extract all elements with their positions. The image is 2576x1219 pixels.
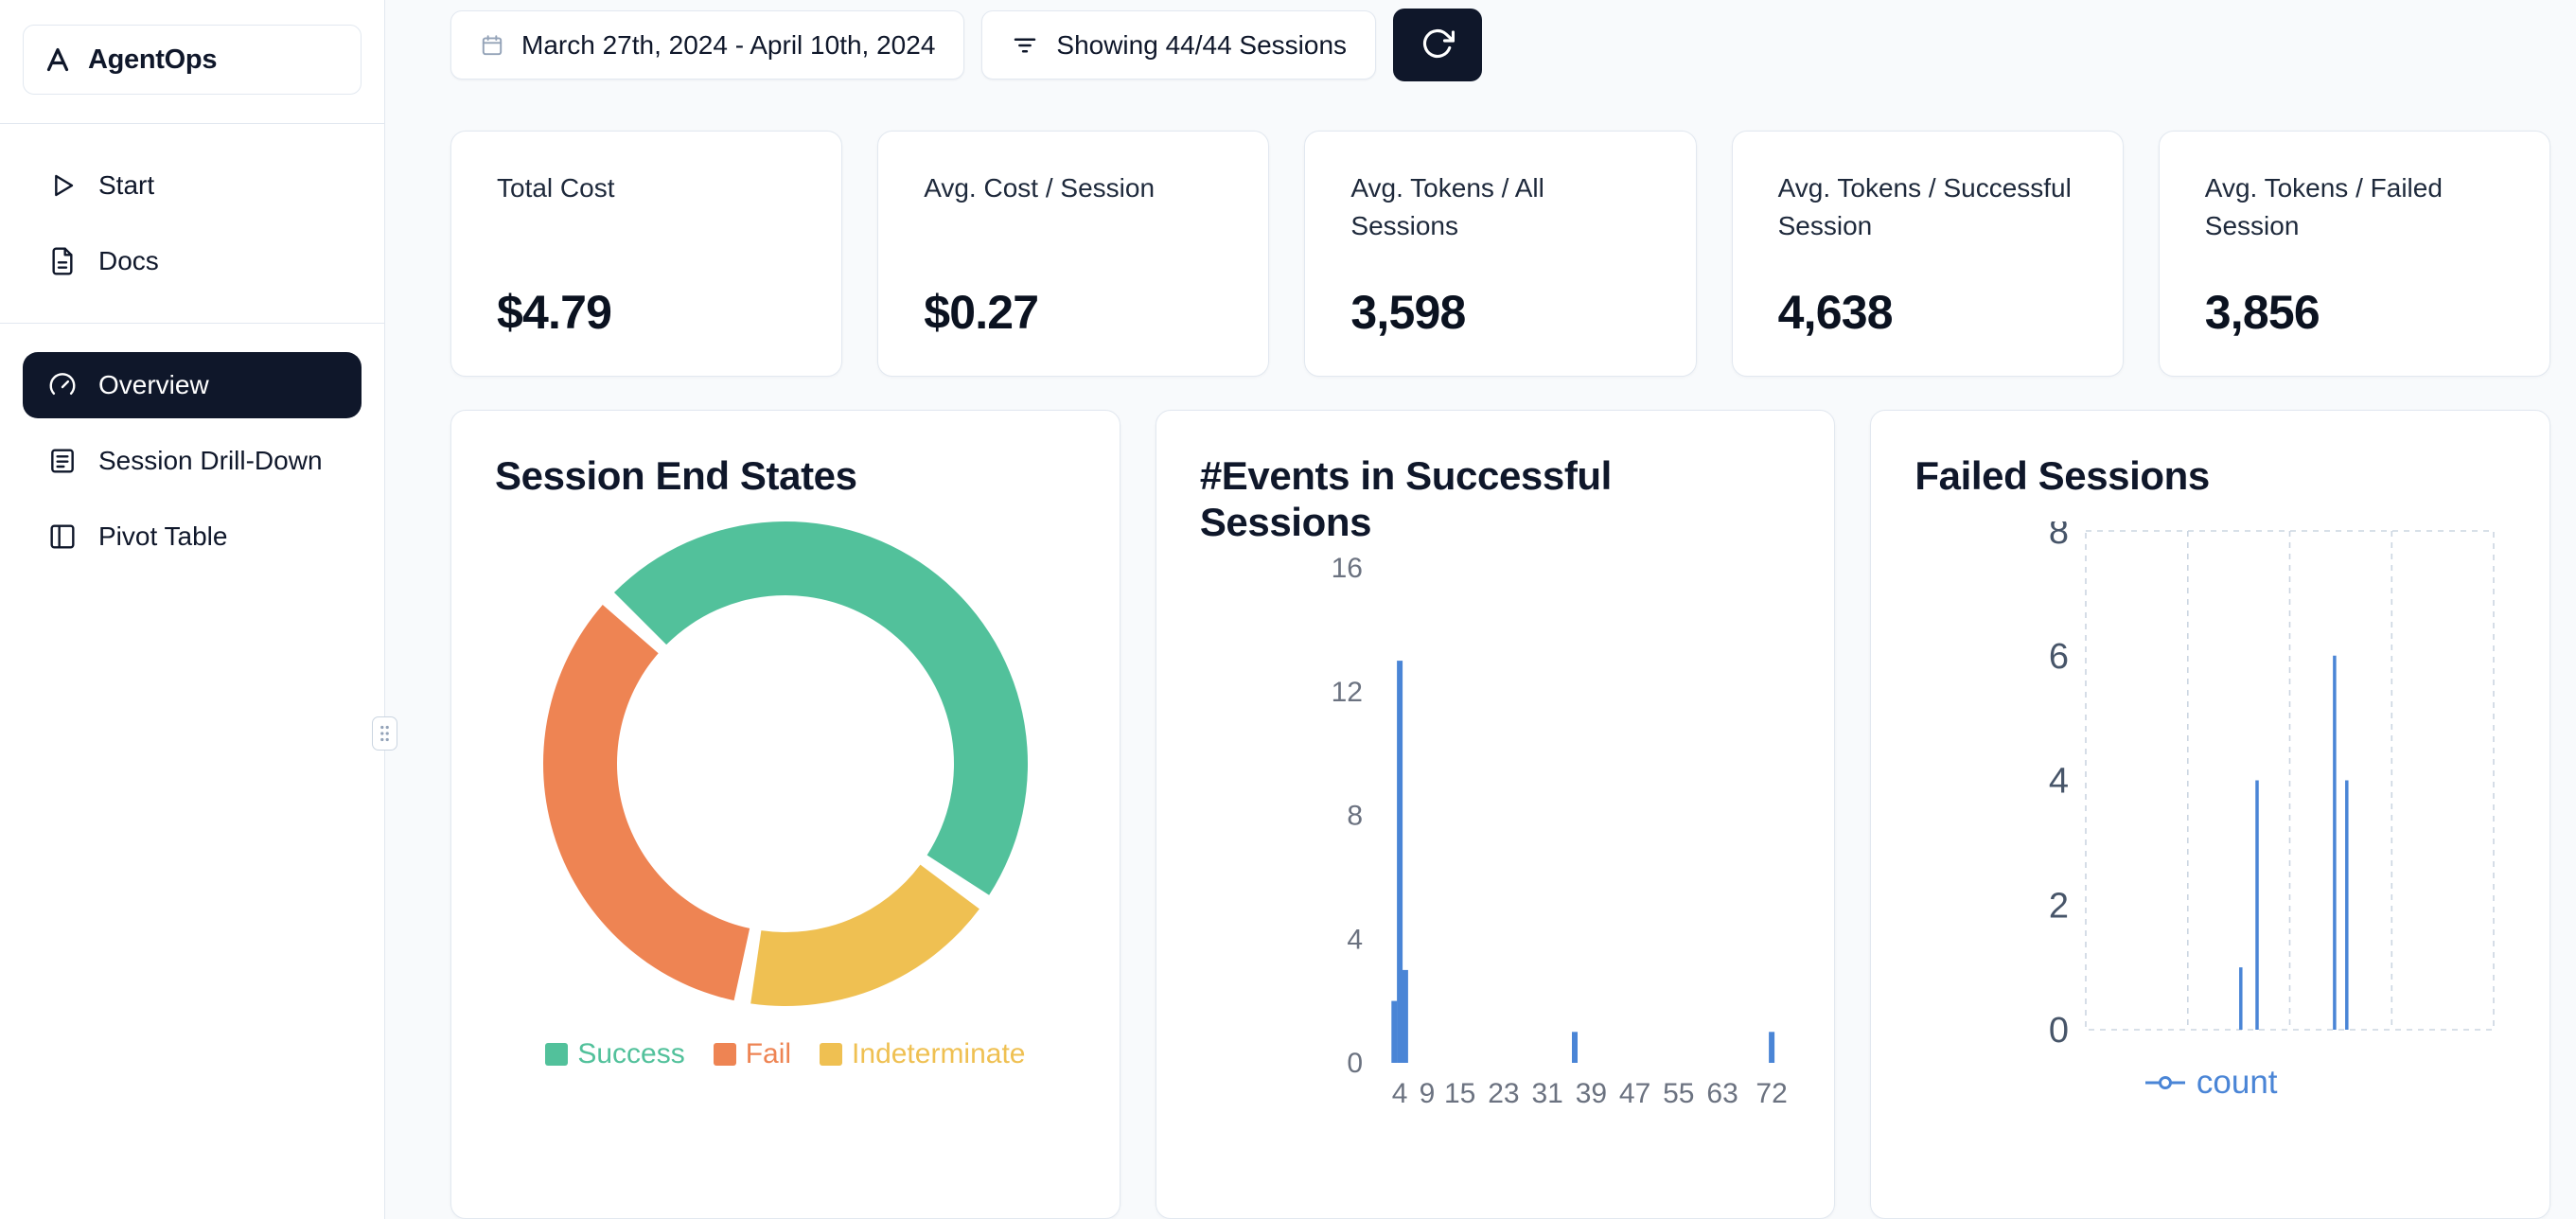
svg-text:47: 47 [1619, 1078, 1650, 1109]
donut-legend: Success Fail Indeterminate [495, 1038, 1076, 1070]
svg-text:63: 63 [1706, 1078, 1738, 1109]
svg-text:4: 4 [2049, 762, 2069, 802]
legend-label-indeterminate: Indeterminate [852, 1038, 1026, 1070]
events-bar-chart: 0 4 8 12 16 4 9 15 23 31 39 47 55 63 72 [1312, 549, 1791, 1126]
sidebar-divider [0, 123, 384, 124]
svg-text:8: 8 [1347, 801, 1363, 832]
stat-card-avg-cost-session: Avg. Cost / Session $0.27 [877, 131, 1270, 377]
stat-label: Avg. Tokens / Failed Session [2204, 173, 2443, 240]
legend-swatch-indeterminate [820, 1043, 843, 1067]
sidebar: AgentOps Start Docs [0, 0, 397, 1219]
docs-icon [47, 246, 78, 276]
stat-card-avg-tokens-failed: Avg. Tokens / Failed Session 3,856 [2158, 131, 2550, 377]
failed-sessions-card: Failed Sessions 0 2 4 6 8 count [1870, 410, 2550, 1219]
svg-text:4: 4 [1347, 925, 1363, 956]
events-successful-sessions-card: #Events in Successful Sessions 0 4 8 12 16 4 9… [1155, 410, 1836, 1219]
sidebar-item-docs[interactable]: Docs [23, 228, 362, 294]
sidebar-item-pivot-table[interactable]: Pivot Table [23, 504, 362, 570]
stat-label: Avg. Tokens / All Sessions [1350, 173, 1544, 240]
grip-dots-icon [380, 725, 389, 742]
svg-text:4: 4 [1392, 1078, 1408, 1109]
nav-label-overview: Overview [98, 370, 209, 399]
session-end-states-card: Session End States Success Fail Indeterm… [450, 410, 1120, 1219]
filter-icon [1011, 31, 1039, 60]
svg-text:23: 23 [1488, 1078, 1519, 1109]
stats-row: Total Cost $4.79 Avg. Cost / Session $0.… [450, 131, 2550, 377]
svg-text:55: 55 [1663, 1078, 1694, 1109]
stat-card-total-cost: Total Cost $4.79 [450, 131, 843, 377]
svg-text:15: 15 [1444, 1078, 1475, 1109]
stat-value: $0.27 [924, 286, 1039, 339]
sidebar-item-overview[interactable]: Overview [23, 352, 362, 418]
count-legend[interactable]: count [1914, 1064, 2506, 1102]
play-icon [47, 170, 78, 201]
refresh-icon [1420, 26, 1456, 63]
pivot-table-icon [47, 521, 78, 552]
svg-text:0: 0 [2049, 1011, 2069, 1044]
sidebar-nav-main: Overview Session Drill-Down Pivot Tabl [0, 324, 384, 570]
stat-label: Avg. Tokens / Successful Session [1777, 173, 2072, 240]
svg-text:16: 16 [1331, 553, 1362, 584]
legend-item-success[interactable]: Success [545, 1038, 685, 1070]
legend-item-indeterminate[interactable]: Indeterminate [820, 1038, 1026, 1070]
chart-title-events: #Events in Successful Sessions [1199, 453, 1613, 545]
sessions-filter-label: Showing 44/44 Sessions [1056, 29, 1348, 60]
nav-label-session-drilldown: Session Drill-Down [98, 446, 323, 475]
nav-label-docs: Docs [98, 246, 159, 275]
date-range-label: March 27th, 2024 - April 10th, 2024 [521, 29, 936, 60]
svg-text:2: 2 [2049, 886, 2069, 926]
nav-label-start: Start [98, 170, 155, 200]
svg-text:6: 6 [2049, 637, 2069, 677]
sidebar-item-start[interactable]: Start [23, 152, 362, 219]
failed-sessions-chart: 0 2 4 6 8 [2025, 512, 2506, 1051]
svg-text:9: 9 [1419, 1078, 1435, 1109]
stat-label: Total Cost [497, 173, 615, 203]
charts-row: Session End States Success Fail Indeterm… [450, 410, 2550, 1219]
sidebar-nav-top: Start Docs [0, 124, 384, 294]
stat-label: Avg. Cost / Session [924, 173, 1156, 203]
legend-swatch-fail [713, 1043, 736, 1067]
svg-text:39: 39 [1576, 1078, 1607, 1109]
svg-text:8: 8 [2049, 521, 2069, 552]
gauge-icon [47, 370, 78, 400]
count-legend-label: count [2196, 1064, 2278, 1102]
app-logo-card: AgentOps [23, 25, 362, 95]
svg-text:72: 72 [1756, 1078, 1787, 1109]
refresh-button[interactable] [1393, 9, 1483, 81]
drilldown-icon [47, 446, 78, 476]
legend-label-fail: Fail [745, 1038, 792, 1070]
date-range-button[interactable]: March 27th, 2024 - April 10th, 2024 [450, 10, 965, 80]
legend-item-fail[interactable]: Fail [713, 1038, 792, 1070]
sessions-filter-button[interactable]: Showing 44/44 Sessions [981, 10, 1377, 80]
main-content: March 27th, 2024 - April 10th, 2024 Show… [385, 0, 2576, 1219]
svg-text:0: 0 [1347, 1048, 1363, 1079]
sidebar-resize-handle[interactable] [372, 716, 397, 751]
legend-swatch-success [545, 1043, 569, 1067]
chart-title-session-end-states: Session End States [495, 453, 857, 498]
stat-value: 4,638 [1777, 286, 1894, 339]
svg-text:12: 12 [1331, 677, 1362, 708]
stat-card-avg-tokens-successful: Avg. Tokens / Successful Session 4,638 [1731, 131, 2124, 377]
sidebar-item-session-drilldown[interactable]: Session Drill-Down [23, 428, 362, 494]
stat-value: 3,856 [2204, 286, 2320, 339]
line-marker-icon [2144, 1076, 2185, 1090]
sidebar-divider [0, 323, 384, 324]
app-title: AgentOps [88, 44, 218, 75]
calendar-icon [480, 33, 504, 58]
stat-card-avg-tokens-all: Avg. Tokens / All Sessions 3,598 [1304, 131, 1697, 377]
topbar: March 27th, 2024 - April 10th, 2024 Show… [450, 9, 2550, 81]
legend-label-success: Success [577, 1038, 685, 1070]
stat-value: 3,598 [1350, 286, 1466, 339]
chart-title-failed-sessions: Failed Sessions [1914, 453, 2210, 498]
nav-label-pivot-table: Pivot Table [98, 521, 228, 551]
agentops-logo-icon [43, 44, 73, 75]
stat-value: $4.79 [497, 286, 612, 339]
donut-chart [495, 518, 1076, 1010]
svg-text:31: 31 [1531, 1078, 1562, 1109]
